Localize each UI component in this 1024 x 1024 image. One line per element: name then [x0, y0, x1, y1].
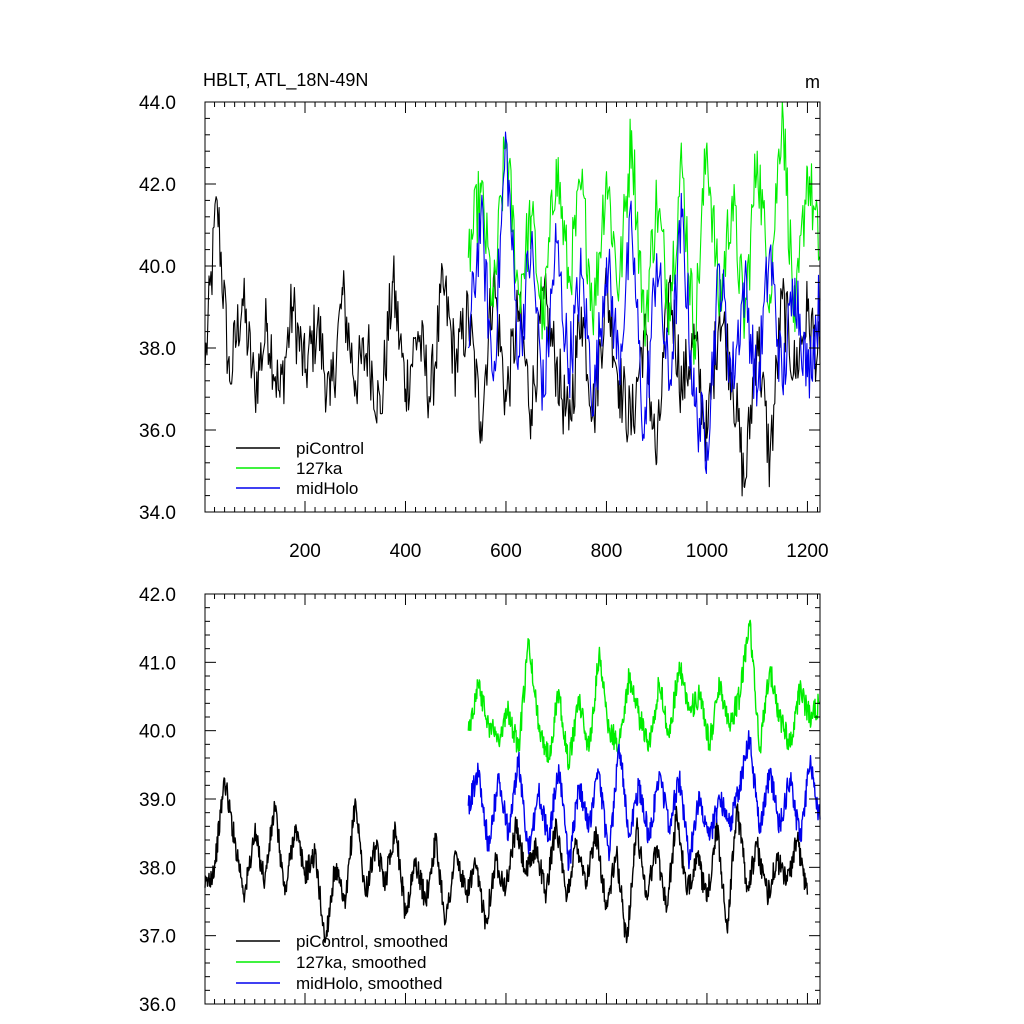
x-tick-label: 600 [490, 541, 522, 562]
y-tick-label: 40.0 [139, 257, 176, 278]
axes-layer: 200 400 600 800 1000 1200 34.0 36.0 38.0 40.0 42.0… [139, 93, 829, 562]
x-tick-label: 400 [390, 541, 422, 562]
x-tick-label: 1200 [786, 541, 828, 562]
series-line-1 [467, 619, 821, 771]
top-panel: HBLT, ATL_18N-49N m 200 400 600 800 1000 1200… [139, 70, 829, 562]
units-label: m [805, 72, 820, 92]
legend-label-0: piControl [296, 439, 364, 458]
y-tick-label: 36.0 [139, 995, 176, 1016]
bottom-panel: 36.0 37.0 38.0 39.0 40.0 41.0 42.0 piControl, … [139, 585, 821, 1016]
legend: piControl, smoothed 127ka, smoothed midHol… [236, 932, 448, 993]
series-layer [204, 619, 821, 944]
y-tick-label: 44.0 [139, 93, 176, 114]
legend-label-1: 127ka, smoothed [296, 953, 426, 972]
y-tick-label: 42.0 [139, 175, 176, 196]
legend-label-2: midHolo [296, 479, 358, 498]
y-tick-label: 39.0 [139, 790, 176, 811]
legend-label-2: midHolo, smoothed [296, 974, 442, 993]
y-tick-label: 36.0 [139, 421, 176, 442]
series-line-2 [467, 131, 821, 475]
x-tick-label: 200 [289, 541, 321, 562]
y-tick-label: 34.0 [139, 503, 176, 524]
y-tick-label: 37.0 [139, 927, 176, 948]
plot-frame [204, 101, 821, 513]
legend-label-1: 127ka [296, 459, 343, 478]
series-line-2 [467, 730, 821, 871]
series-layer [204, 101, 821, 497]
series-line-0 [204, 777, 809, 944]
x-tick-label: 800 [591, 541, 623, 562]
axes-layer: 36.0 37.0 38.0 39.0 40.0 41.0 42.0 [139, 585, 821, 1016]
y-tick-label: 40.0 [139, 722, 176, 743]
x-tick-label: 1000 [686, 541, 728, 562]
y-tick-label: 38.0 [139, 858, 176, 879]
y-tick-label: 41.0 [139, 653, 176, 674]
series-line-0 [204, 196, 821, 497]
y-tick-label: 42.0 [139, 585, 176, 606]
y-tick-label: 38.0 [139, 339, 176, 360]
chart-title: HBLT, ATL_18N-49N [203, 70, 368, 91]
legend-label-0: piControl, smoothed [296, 932, 448, 951]
